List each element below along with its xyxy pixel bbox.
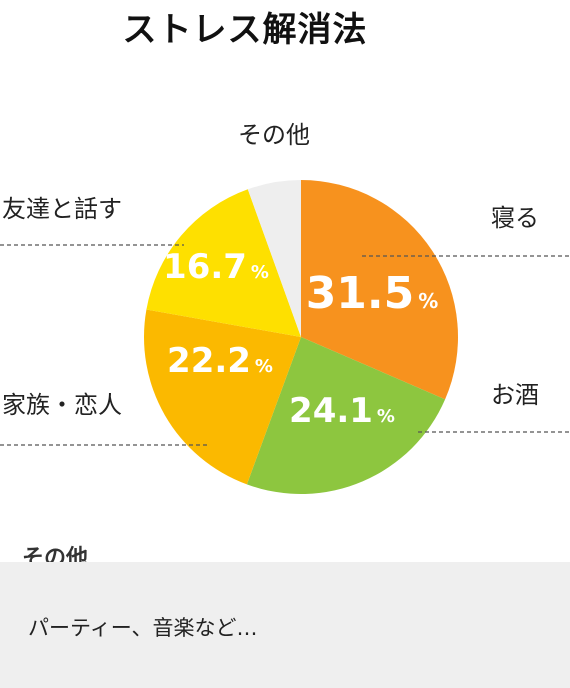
- category-label: 寝る: [491, 204, 539, 232]
- percent-label: 22.2%: [167, 341, 273, 381]
- leader-lines: [0, 244, 570, 446]
- category-label: その他: [238, 121, 310, 149]
- pie-slice: [146, 189, 301, 337]
- percent-label: 31.5%: [306, 268, 439, 319]
- pie-slices: [144, 180, 458, 495]
- category-label: 家族・恋人: [2, 391, 122, 419]
- pie-slice: [247, 180, 301, 337]
- percent-label: 24.1%: [289, 391, 395, 431]
- chart-title: ストレス解消法: [122, 10, 368, 50]
- other-note-text: パーティー、音楽など…: [28, 616, 258, 640]
- pie-slice: [301, 180, 458, 400]
- pie-slice: [144, 309, 301, 485]
- percent-label: 16.7%: [163, 247, 269, 287]
- percent-labels: 31.5 % 24.1 % 22.2 % 16.7%: [163, 247, 438, 431]
- pie-slice: [246, 337, 446, 495]
- category-label: 友達と話す: [2, 195, 122, 223]
- other-note-box: パーティー、音楽など…: [0, 562, 570, 688]
- category-label: お酒: [491, 381, 539, 409]
